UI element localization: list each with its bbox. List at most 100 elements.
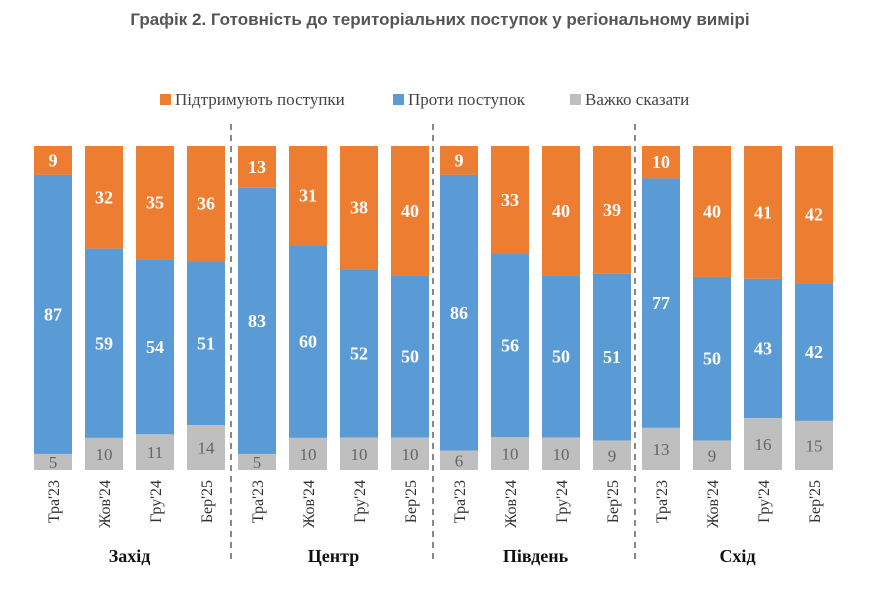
data-label: 9 [455, 150, 464, 170]
bar-support [340, 146, 378, 270]
x-tick-label: Тра'23 [654, 480, 671, 523]
chart-title: Графік 2. Готовність до територіальних п… [130, 10, 750, 29]
data-label: 40 [401, 201, 419, 221]
bar-against [744, 278, 782, 419]
legend: Підтримують поступки Проти поступок Важко … [160, 90, 689, 109]
data-label: 10 [502, 445, 519, 464]
legend-swatch [570, 94, 581, 105]
data-label: 87 [44, 304, 62, 324]
bar-against [187, 261, 225, 426]
bar-unsure [187, 425, 225, 470]
data-label: 54 [146, 337, 164, 357]
region-label: Схід [719, 546, 755, 566]
bar-unsure [85, 437, 123, 470]
bar-against [289, 245, 327, 438]
data-label: 11 [147, 443, 163, 462]
bar-support [289, 146, 327, 246]
data-label: 51 [197, 333, 215, 353]
data-label: 10 [300, 445, 317, 464]
bar-unsure [642, 427, 680, 470]
x-tick-label: Бер'25 [605, 480, 622, 523]
data-label: 5 [49, 453, 58, 472]
bar-against [795, 283, 833, 421]
data-label: 10 [402, 445, 419, 464]
bar-unsure [391, 437, 429, 470]
bar-unsure [542, 437, 580, 470]
bar-support [391, 146, 429, 276]
data-label: 10 [652, 152, 670, 172]
data-label: 9 [608, 446, 617, 465]
x-tick-label: Гру'24 [148, 480, 165, 523]
bar-unsure [693, 440, 731, 470]
x-tick-label: Бер'25 [199, 480, 216, 523]
region-label: Захід [109, 546, 151, 566]
bar-against [642, 178, 680, 428]
bar-support [744, 146, 782, 279]
x-tick-label: Тра'23 [452, 480, 469, 523]
bar-support [642, 146, 680, 179]
bar-support [693, 146, 731, 277]
data-label: 41 [754, 202, 772, 222]
bar-against [340, 269, 378, 438]
bar-unsure [744, 418, 782, 470]
bar-unsure [136, 434, 174, 470]
legend-swatch [393, 94, 404, 105]
bar-unsure [340, 437, 378, 470]
bar-unsure [289, 437, 327, 470]
x-tick-labels: Тра'23 Жов'24 Гру'24 Бер'25 Тра'23 Жов'24 Гру'… [46, 480, 824, 528]
data-label: 33 [501, 190, 519, 210]
data-label: 50 [552, 347, 570, 367]
bar-against [440, 174, 478, 451]
bar-unsure [238, 453, 276, 470]
legend-label: Проти поступок [408, 90, 526, 109]
bar-against [693, 276, 731, 441]
bar-against [542, 275, 580, 438]
bar-support [593, 146, 631, 274]
x-tick-label: Гру'24 [554, 480, 571, 523]
x-tick-label: Жов'24 [301, 480, 318, 528]
bar-unsure [491, 437, 529, 470]
data-label: 40 [552, 201, 570, 221]
bar-support [34, 146, 72, 175]
data-label: 5 [253, 453, 262, 472]
bar-against [491, 254, 529, 438]
bar-unsure [795, 420, 833, 470]
data-label: 15 [806, 436, 823, 455]
data-label: 50 [401, 347, 419, 367]
data-label: 10 [351, 445, 368, 464]
data-label: 35 [146, 193, 164, 213]
data-label: 39 [603, 200, 621, 220]
bar-support [491, 146, 529, 254]
data-label: 10 [96, 445, 113, 464]
legend-label: Важко сказати [585, 90, 689, 109]
data-label: 13 [653, 440, 670, 459]
bar-support [795, 146, 833, 284]
x-tick-label: Тра'23 [46, 480, 63, 523]
x-tick-label: Бер'25 [807, 480, 824, 523]
data-label: 59 [95, 333, 113, 353]
bar-against [238, 187, 276, 454]
data-label: 86 [450, 303, 468, 323]
data-label: 9 [49, 150, 58, 170]
bars [34, 146, 833, 470]
value-labels: 9 87 5 32 59 10 35 54 11 36 51 14 13 83 5 31 60 10 38 52 10 4… [44, 150, 823, 472]
bar-against [391, 275, 429, 438]
x-tick-label: Жов'24 [503, 480, 520, 528]
group-dividers [230, 124, 636, 560]
x-tick-label: Жов'24 [97, 480, 114, 528]
data-label: 42 [805, 342, 823, 362]
x-tick-label: Гру'24 [756, 480, 773, 523]
data-label: 32 [95, 187, 113, 207]
data-label: 52 [350, 343, 368, 363]
bar-unsure [593, 440, 631, 470]
data-label: 51 [603, 347, 621, 367]
data-label: 16 [755, 435, 772, 454]
data-label: 6 [455, 451, 464, 470]
data-label: 40 [703, 201, 721, 221]
data-label: 38 [350, 198, 368, 218]
bar-support [440, 146, 478, 175]
x-tick-label: Тра'23 [250, 480, 267, 523]
data-label: 9 [708, 446, 717, 465]
data-label: 60 [299, 332, 317, 352]
